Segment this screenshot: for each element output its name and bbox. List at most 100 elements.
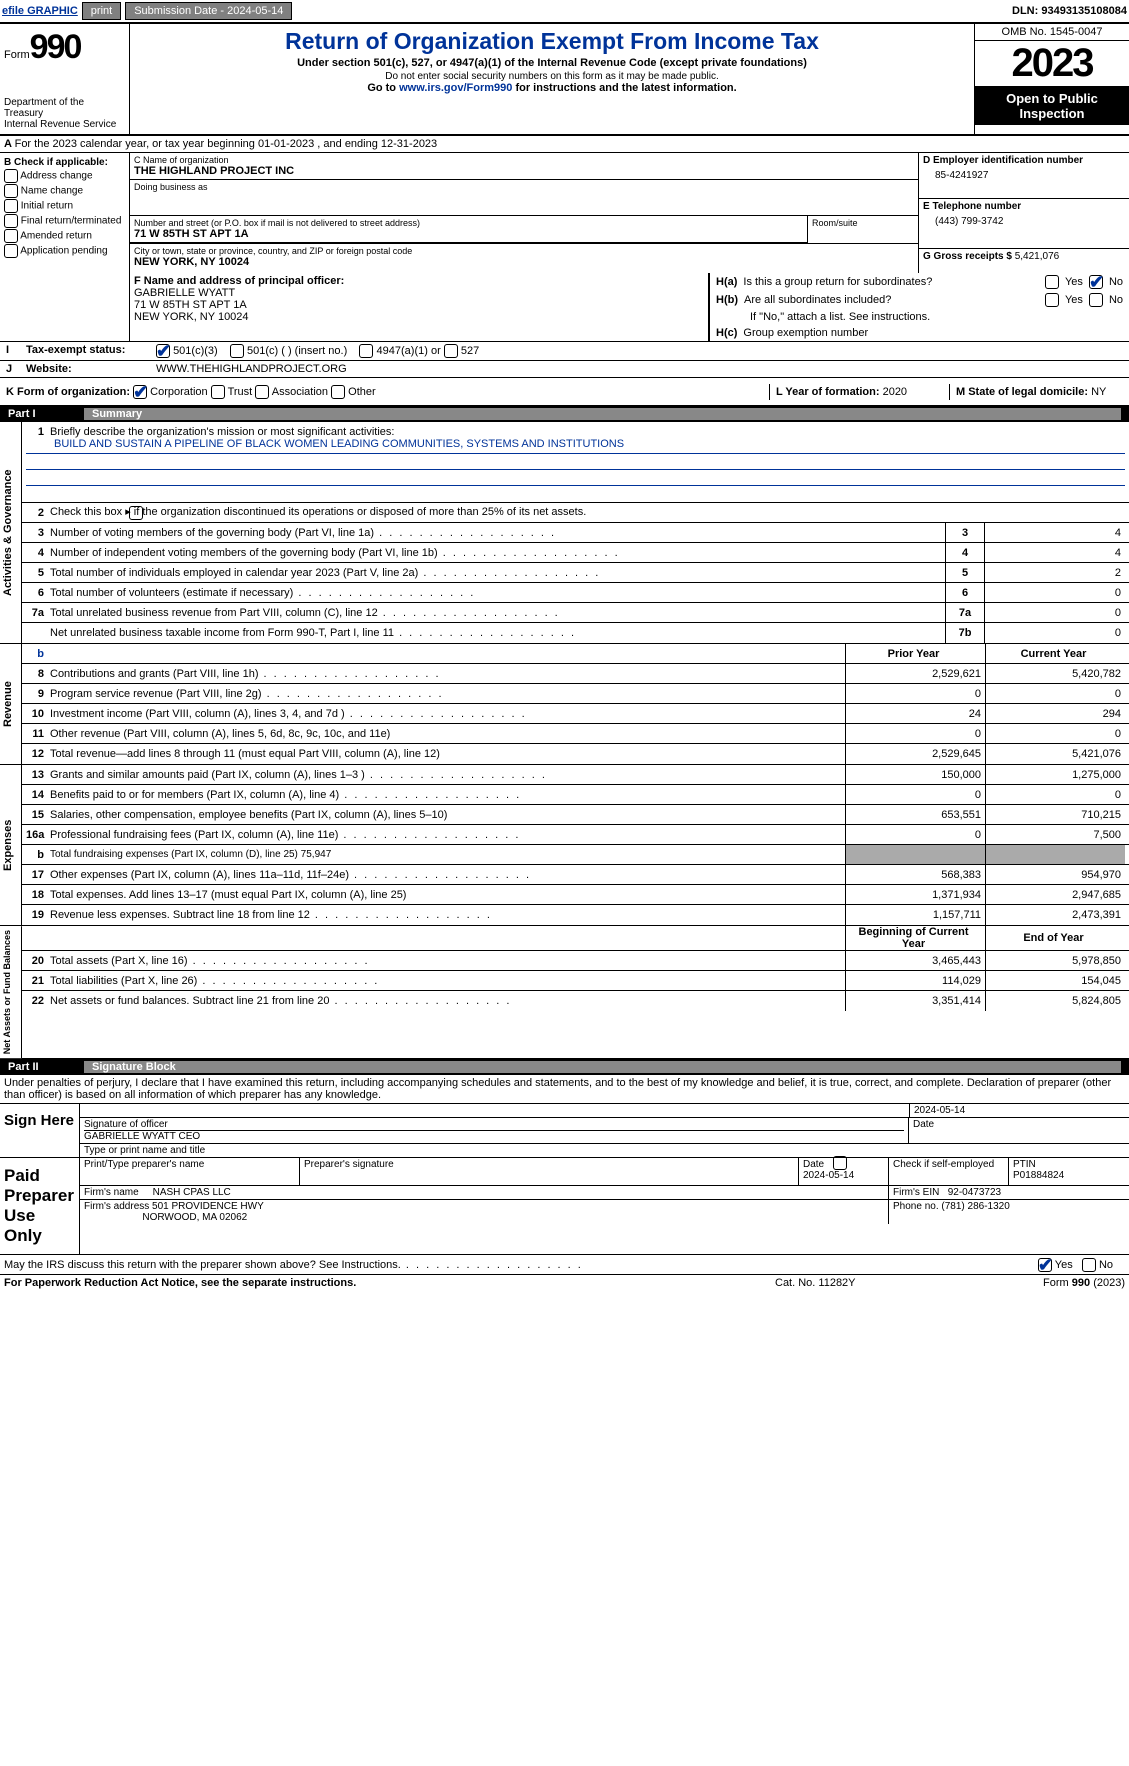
sig-declaration: Under penalties of perjury, I declare th… bbox=[0, 1075, 1129, 1104]
chk-address-change[interactable] bbox=[4, 169, 18, 183]
tab-exp: Expenses bbox=[0, 765, 22, 925]
footer: For Paperwork Reduction Act Notice, see … bbox=[0, 1275, 1129, 1291]
type-name-label: Type or print name and title bbox=[80, 1144, 1129, 1157]
l11c: 0 bbox=[985, 724, 1125, 743]
row-j: J Website: WWW.THEHIGHLANDPROJECT.ORG bbox=[0, 361, 1129, 378]
a-tax-year: A For the 2023 calendar year, or tax yea… bbox=[0, 136, 1129, 153]
l20c: 5,978,850 bbox=[985, 951, 1125, 970]
sign-here: Sign Here bbox=[0, 1104, 80, 1157]
l14c: 0 bbox=[985, 785, 1125, 804]
addr-label: Number and street (or P.O. box if mail i… bbox=[134, 218, 803, 228]
form-label: Form990 bbox=[4, 50, 80, 61]
chk-corp[interactable] bbox=[133, 385, 147, 399]
chk-assoc[interactable] bbox=[255, 385, 269, 399]
col-deg: D Employer identification number 85-4241… bbox=[919, 153, 1129, 273]
tax-year: 2023 bbox=[975, 41, 1129, 87]
chk-discontinued[interactable] bbox=[129, 506, 143, 520]
prep-sig-lbl: Preparer's signature bbox=[300, 1158, 799, 1185]
hb-label: Are all subordinates included? bbox=[744, 294, 1039, 306]
l13c: 1,275,000 bbox=[985, 765, 1125, 784]
expenses: Expenses 13Grants and similar amounts pa… bbox=[0, 765, 1129, 926]
form-990-page1: efile GRAPHIC print Submission Date - 20… bbox=[0, 0, 1129, 1291]
h-note: If "No," attach a list. See instructions… bbox=[710, 309, 1129, 325]
year-formed: 2020 bbox=[883, 386, 907, 398]
l8c: 5,420,782 bbox=[985, 664, 1125, 683]
dba-label: Doing business as bbox=[134, 182, 914, 192]
l5v: 2 bbox=[985, 567, 1125, 579]
chk-501c3[interactable] bbox=[156, 344, 170, 358]
efile-link[interactable]: efile GRAPHIC bbox=[2, 5, 78, 17]
d-label: D Employer identification number bbox=[923, 155, 1125, 166]
f-block: F Name and address of principal officer:… bbox=[130, 273, 709, 341]
l22c: 5,824,805 bbox=[985, 991, 1125, 1011]
k-label: K Form of organization: bbox=[6, 385, 130, 397]
sig-of-label: Signature of officer bbox=[84, 1119, 904, 1130]
i-label: Tax-exempt status: bbox=[20, 342, 150, 360]
officer-sig-name: GABRIELLE WYATT CEO bbox=[84, 1130, 904, 1142]
ein: 85-4241927 bbox=[923, 166, 1125, 181]
city-state-zip: NEW YORK, NY 10024 bbox=[134, 256, 914, 268]
pra-notice: For Paperwork Reduction Act Notice, see … bbox=[4, 1277, 775, 1289]
cat-no: Cat. No. 11282Y bbox=[775, 1277, 975, 1289]
open-inspection: Open to Public Inspection bbox=[975, 87, 1129, 125]
print-button[interactable]: print bbox=[82, 2, 121, 20]
l5: Total number of individuals employed in … bbox=[50, 567, 945, 579]
tab-net: Net Assets or Fund Balances bbox=[0, 926, 22, 1058]
chk-self-emp[interactable] bbox=[833, 1156, 847, 1170]
l7b: Net unrelated business taxable income fr… bbox=[50, 627, 945, 639]
firm-addr2: NORWOOD, MA 02062 bbox=[142, 1212, 247, 1223]
l6v: 0 bbox=[985, 587, 1125, 599]
paid-preparer: Paid Preparer Use Only bbox=[0, 1158, 80, 1254]
chk-amended[interactable] bbox=[4, 229, 18, 243]
chk-501c[interactable] bbox=[230, 344, 244, 358]
f-label: F Name and address of principal officer: bbox=[134, 275, 704, 287]
l16bc bbox=[985, 845, 1125, 864]
gross-receipts: 5,421,076 bbox=[1015, 251, 1060, 262]
officer-name: GABRIELLE WYATT bbox=[134, 287, 704, 299]
discuss-no[interactable] bbox=[1082, 1258, 1096, 1272]
self-employed: Check if self-employed bbox=[893, 1159, 994, 1170]
row-klm: K Form of organization: Corporation Trus… bbox=[0, 378, 1129, 406]
col-b: B Check if applicable: Address change Na… bbox=[0, 153, 130, 341]
l7bv: 0 bbox=[985, 627, 1125, 639]
discuss-yes[interactable] bbox=[1038, 1258, 1052, 1272]
chk-trust[interactable] bbox=[211, 385, 225, 399]
telephone: (443) 799-3742 bbox=[923, 212, 1125, 227]
chk-4947[interactable] bbox=[359, 344, 373, 358]
l3: Number of voting members of the governin… bbox=[50, 527, 945, 539]
ha-no[interactable] bbox=[1089, 275, 1103, 289]
ha-pre: H(a) bbox=[716, 276, 737, 288]
sig-date-val: 2024-05-14 bbox=[909, 1104, 1129, 1117]
j-label: Website: bbox=[20, 361, 150, 377]
org-name: THE HIGHLAND PROJECT INC bbox=[134, 165, 914, 177]
ha-yes[interactable] bbox=[1045, 275, 1059, 289]
form-title: Return of Organization Exempt From Incom… bbox=[134, 28, 970, 55]
part2-header: Part IISignature Block bbox=[0, 1059, 1129, 1075]
b-label: B Check if applicable: bbox=[4, 157, 125, 168]
l10c: 294 bbox=[985, 704, 1125, 723]
l12c: 5,421,076 bbox=[985, 744, 1125, 764]
l3v: 4 bbox=[985, 527, 1125, 539]
hb-yes[interactable] bbox=[1045, 293, 1059, 307]
chk-application[interactable] bbox=[4, 244, 18, 258]
paid-preparer-block: Paid Preparer Use Only Print/Type prepar… bbox=[0, 1158, 1129, 1255]
hb-no[interactable] bbox=[1089, 293, 1103, 307]
chk-final[interactable] bbox=[4, 214, 18, 228]
form990-url[interactable]: www.irs.gov/Form990 bbox=[399, 82, 512, 94]
chk-527[interactable] bbox=[444, 344, 458, 358]
sig-date-label: Date bbox=[909, 1118, 1129, 1143]
dept-treasury: Department of the Treasury bbox=[4, 97, 125, 119]
firm-addr1: 501 PROVIDENCE HWY bbox=[152, 1201, 264, 1212]
h-block: H(a) Is this a group return for subordin… bbox=[709, 273, 1129, 341]
hdr-prior: Prior Year bbox=[845, 644, 985, 663]
chk-initial[interactable] bbox=[4, 199, 18, 213]
net-assets: Net Assets or Fund Balances Beginning of… bbox=[0, 926, 1129, 1059]
l7av: 0 bbox=[985, 607, 1125, 619]
e-label: E Telephone number bbox=[923, 201, 1125, 212]
chk-name-change[interactable] bbox=[4, 184, 18, 198]
activities-governance: Activities & Governance 1Briefly describ… bbox=[0, 422, 1129, 644]
goto-instr: Go to www.irs.gov/Form990 for instructio… bbox=[134, 82, 970, 94]
chk-other[interactable] bbox=[331, 385, 345, 399]
tab-rev: Revenue bbox=[0, 644, 22, 764]
hdr-beg: Beginning of Current Year bbox=[845, 926, 985, 950]
